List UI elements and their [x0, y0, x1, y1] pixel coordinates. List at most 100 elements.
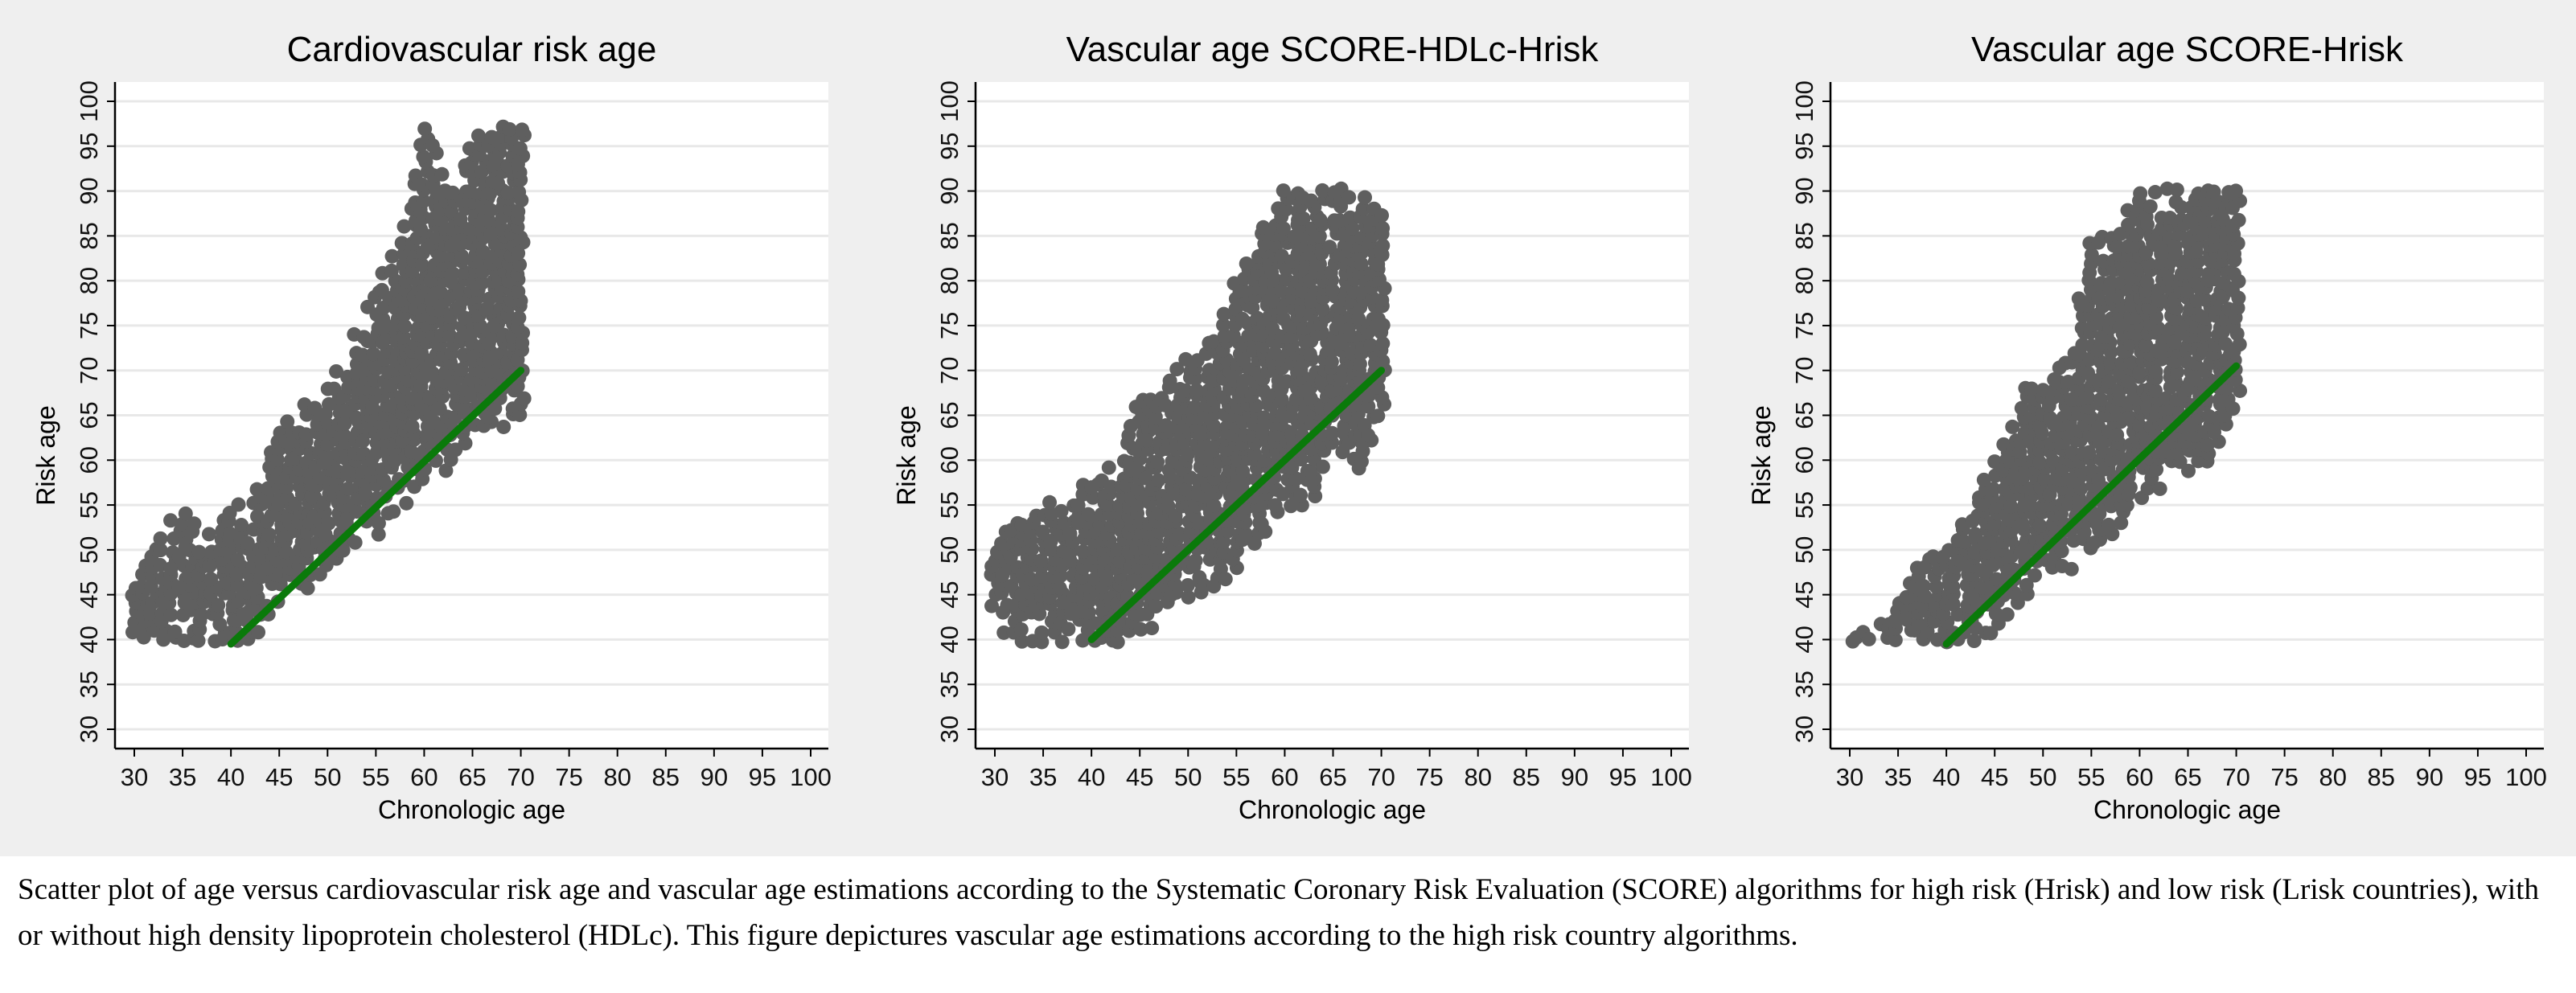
scatter-point [1081, 507, 1096, 522]
scatter-point [201, 527, 216, 542]
scatter-chart: 30 35 40 45 50 55 60 65 70 75 80 85 90 95 100 30 35 40 45 5… [31, 30, 832, 824]
x-tick-label: 95 [1609, 763, 1637, 791]
scatter-point [2032, 454, 2048, 470]
x-tick-label: 65 [458, 763, 486, 791]
scatter-point [417, 121, 433, 137]
y-tick-label: 35 [75, 671, 103, 698]
identity-line [1942, 362, 2241, 648]
y-tick-label: 90 [75, 177, 103, 204]
x-tick-label: 55 [362, 763, 389, 791]
scatter-point [500, 186, 516, 201]
x-tick-label: 80 [1464, 763, 1491, 791]
scatter-point [384, 263, 399, 278]
scatter-point [414, 177, 429, 192]
scatter-point [2073, 481, 2089, 496]
scatter-point [1374, 207, 1390, 223]
scatter-point [2122, 409, 2137, 425]
scatter-point [2110, 239, 2125, 254]
scatter-point [240, 535, 255, 551]
scatter-point [1916, 579, 1931, 594]
x-tick-label: 60 [1271, 763, 1298, 791]
figure: 30 35 40 45 50 55 60 65 70 75 80 85 90 95 100 30 35 40 45 5… [0, 0, 2576, 856]
y-tick-label: 85 [935, 222, 963, 249]
y-tick-label: 45 [1790, 581, 1818, 608]
scatter-point [2226, 266, 2241, 281]
scatter-point [511, 204, 526, 220]
scatter-point [329, 363, 344, 379]
panel-vascular-age-score-hdlc-hrisk: 30 35 40 45 50 55 60 65 70 75 80 85 90 95 100 30 35 40 45 5… [861, 0, 1721, 856]
scatter-point [2014, 400, 2029, 416]
scatter-point [2147, 237, 2163, 252]
scatter-point [1239, 256, 1254, 271]
scatter-point [1034, 568, 1050, 584]
y-tick-label: 65 [935, 401, 963, 429]
scatter-point [452, 282, 467, 297]
scatter-point [1325, 283, 1340, 298]
x-tick-label: 90 [2416, 763, 2443, 791]
x-tick-label: 70 [2222, 763, 2249, 791]
scatter-point [1355, 201, 1370, 216]
scatter-point [249, 581, 264, 596]
scatter-point [1361, 399, 1376, 414]
scatter-point [1169, 362, 1185, 377]
scatter-point [511, 245, 526, 261]
scatter-point [516, 391, 532, 406]
scatter-point [425, 365, 440, 380]
scatter-point [2178, 265, 2193, 281]
scatter-point [1109, 542, 1124, 557]
scatter-point [2028, 568, 2043, 583]
identity-line [1087, 367, 1386, 643]
scatter-point [347, 535, 363, 550]
scatter-point [1354, 256, 1369, 272]
scatter-point [321, 515, 336, 531]
scatter-point [1322, 240, 1337, 255]
x-axis-label: Chronologic age [2093, 795, 2281, 824]
scatter-point [458, 400, 473, 416]
scatter-point [1267, 498, 1283, 513]
scatter-points [125, 119, 532, 649]
scatter-point [231, 497, 246, 512]
scatter-point [515, 122, 530, 137]
x-tick-label: 50 [314, 763, 341, 791]
x-tick-label: 50 [2029, 763, 2056, 791]
scatter-point [512, 310, 527, 326]
scatter-point [1274, 392, 1289, 408]
scatter-point [433, 212, 449, 228]
scatter-point [1110, 634, 1125, 650]
scatter-chart: 30 35 40 45 50 55 60 65 70 75 80 85 90 95 100 30 35 40 45 5… [892, 30, 1692, 824]
scatter-point [1278, 202, 1293, 217]
scatter-point [396, 219, 412, 234]
scatter-point [2093, 392, 2108, 407]
chart-title: Cardiovascular risk age [287, 30, 657, 69]
x-tick-label: 30 [1836, 763, 1863, 791]
y-tick-label: 60 [1790, 446, 1818, 474]
scatter-point [2081, 365, 2096, 380]
scatter-point [1157, 397, 1173, 412]
y-tick-label: 50 [1790, 536, 1818, 564]
y-tick-label: 100 [935, 80, 963, 122]
scatter-point [445, 185, 460, 200]
scatter-point [1341, 190, 1357, 205]
x-tick-label: 95 [749, 763, 776, 791]
scatter-point [502, 121, 517, 137]
scatter-point [1035, 524, 1050, 540]
scatter-point [1861, 631, 1876, 646]
scatter-point [512, 407, 528, 422]
scatter-point [1206, 418, 1222, 433]
scatter-point [1302, 347, 1317, 362]
scatter-point [1999, 607, 2015, 622]
scatter-point [234, 518, 249, 533]
scatter-point [1276, 183, 1291, 199]
scatter-point [1264, 321, 1280, 336]
scatter-points [984, 181, 1392, 650]
scatter-point [1151, 473, 1166, 488]
scatter-point [1374, 293, 1390, 308]
scatter-point [984, 598, 1000, 613]
y-tick-label: 40 [935, 626, 963, 653]
scatter-point [442, 328, 458, 343]
y-tick-label: 70 [75, 356, 103, 384]
scatter-point [1945, 579, 1961, 594]
y-axis-label: Risk age [1747, 405, 1776, 506]
y-tick-label: 40 [1790, 626, 1818, 653]
scatter-point [300, 581, 315, 596]
